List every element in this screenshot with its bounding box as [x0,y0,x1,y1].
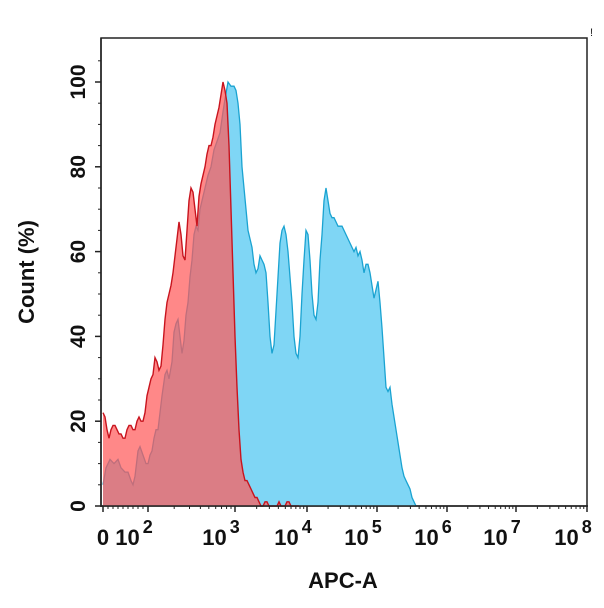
y-axis-ticks: 0 20 40 60 80 100 [67,60,101,512]
y-tick-label: 20 [67,410,90,433]
x-tick-label: 10 3 [202,517,240,550]
x-tick-label: 0 [97,525,109,550]
y-tick-label: 40 [67,325,90,348]
stray-mark: ! [590,27,593,39]
y-tick-label: 60 [67,240,90,263]
x-tick-label: 10 4 [274,517,312,550]
y-axis-title: Count (%) [14,220,39,324]
y-tick-label: 100 [67,64,90,99]
x-axis-ticks: 0 10 2 10 3 10 4 10 5 10 6 10 7 10 8 [97,506,592,550]
x-tick-label: 10 5 [344,517,382,550]
x-tick-label: 10 7 [483,517,521,550]
y-tick-label: 80 [67,155,90,178]
control-area [103,82,299,506]
y-tick-label: 0 [67,500,90,512]
series-control [102,81,299,507]
x-tick-label: 10 8 [554,517,592,550]
control-outline [102,81,299,507]
x-tick-label: 10 6 [414,517,452,550]
x-axis-title: APC-A [308,568,378,593]
x-tick-label: 10 2 [115,517,153,550]
